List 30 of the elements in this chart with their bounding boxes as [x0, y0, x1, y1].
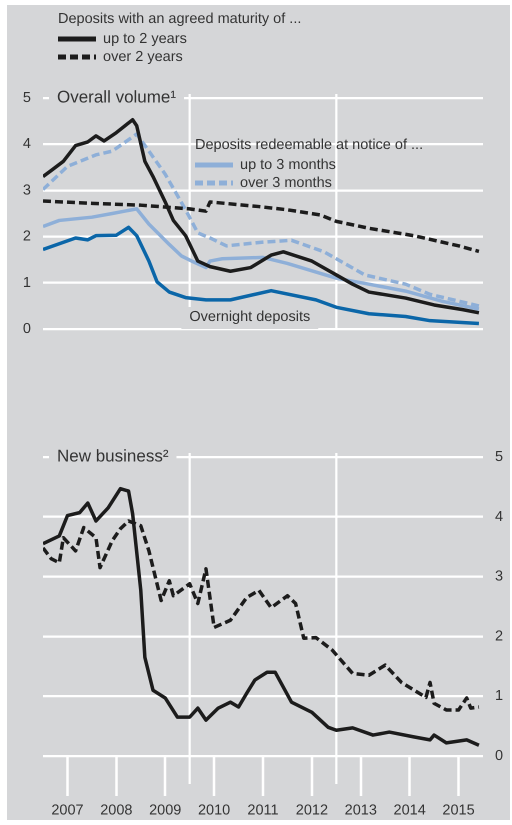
- legend-label: over 2 years: [103, 48, 183, 66]
- annotation: Deposits redeemable at notice of ...: [195, 136, 424, 154]
- x-tick-label: 2007: [51, 802, 84, 819]
- legend-label: up to 3 months: [240, 156, 336, 174]
- x-tick-label: 2012: [296, 802, 328, 819]
- series-label: Overnight deposits: [189, 309, 310, 325]
- legend-label: up to 2 years: [103, 30, 187, 48]
- x-tick-label: 2010: [198, 802, 230, 819]
- chart-title: New business²: [57, 446, 169, 466]
- x-tick-label: 2015: [442, 802, 475, 819]
- y-tick-label: 1: [22, 274, 31, 291]
- y-tick-label: 4: [22, 136, 31, 152]
- chart-title: Overall volume¹: [57, 88, 176, 107]
- x-tick-label: 2008: [100, 802, 132, 819]
- legend-label: over 3 months: [240, 174, 332, 192]
- y-tick-label: 5: [22, 90, 31, 106]
- legend-title: Deposits with an agreed maturity of ...: [58, 10, 302, 28]
- y2-tick-label: 5: [495, 449, 504, 465]
- x-tick-label: 2011: [247, 802, 279, 819]
- x-tick-label: 2009: [149, 802, 182, 819]
- y2-tick-label: 3: [495, 568, 504, 585]
- y-tick-label: 0: [22, 321, 31, 337]
- x-tick-label: 2013: [344, 802, 377, 819]
- y2-tick-label: 1: [495, 688, 504, 704]
- y2-tick-label: 4: [495, 508, 504, 525]
- y-tick-label: 3: [22, 182, 31, 198]
- y2-tick-label: 2: [495, 628, 504, 644]
- y-tick-label: 2: [22, 228, 31, 245]
- x-tick-label: 2014: [394, 802, 426, 819]
- y2-tick-label: 0: [495, 748, 504, 764]
